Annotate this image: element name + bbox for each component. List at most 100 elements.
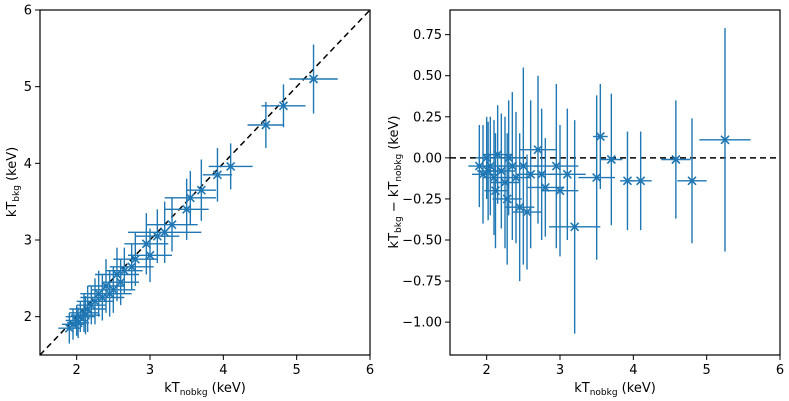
x-marker [570,222,580,232]
x-marker [116,277,126,287]
left-data-point [164,171,216,225]
left-data-point [261,84,306,128]
right-x-tick-label: 4 [629,363,637,378]
left-data-point [247,102,285,148]
left-x-tick-label: 6 [366,363,374,378]
x-marker [515,202,525,212]
left-data-point [128,228,172,283]
x-marker [636,176,646,186]
left-data-points [58,44,338,344]
x-marker [562,169,572,179]
x-marker [551,161,561,171]
left-y-tick-label: 3 [24,234,32,249]
x-marker [278,101,289,111]
x-marker [80,310,91,320]
x-marker [261,120,271,130]
left-x-tick-label: 4 [219,363,227,378]
right-data-point [541,125,579,257]
right-data-point [699,28,751,252]
right-data-point [620,131,635,231]
right-y-tick-label: −0.25 [402,192,442,207]
x-marker [474,161,484,171]
x-marker [622,176,633,186]
right-data-point [519,75,557,224]
left-data-point [289,44,338,114]
right-axes-frame [449,9,781,356]
left-x-tick-label: 5 [293,363,301,378]
right-data-point [490,116,520,249]
x-marker [182,204,192,214]
x-marker [152,231,162,241]
x-marker [507,161,517,171]
right-x-tick-label: 5 [703,363,711,378]
right-data-point [477,121,500,221]
left-y-tick-label: 2 [24,310,32,325]
x-marker [592,173,602,183]
x-marker [160,227,170,237]
right-data-point [505,133,535,282]
right-data-point [492,133,522,265]
x-marker [533,145,543,155]
right-data-points [468,28,751,334]
x-marker [606,154,616,165]
left-data-point [128,201,202,263]
x-marker [490,186,501,196]
x-marker [101,281,111,291]
x-marker [127,262,137,272]
right-x-tick-label: 3 [556,363,564,378]
x-marker [226,161,236,171]
x-marker [185,193,195,203]
right-y-axis-label: kTbkg − kTnobkg (keV) [387,116,404,249]
right-data-point [661,100,691,219]
x-marker [671,154,681,165]
right-y-tick-label: 0.25 [413,110,442,125]
x-marker [196,185,206,195]
x-marker [595,131,605,142]
left-axes-frame [39,9,371,356]
right-data-point [593,83,608,190]
x-marker [212,170,223,180]
x-marker [483,166,493,176]
left-x-ticks: 2 3 4 5 6 [73,355,374,378]
left-data-point [70,295,101,335]
left-y-ticks: 2 3 4 5 6 [24,4,40,325]
right-data-point [497,92,527,240]
right-x-ticks: 2 3 4 5 6 [483,355,784,378]
right-data-point [527,138,564,237]
right-x-axis-label: kTnobkg (keV) [574,381,656,398]
x-marker [537,169,547,179]
x-marker [720,135,730,145]
right-panel: 2 3 4 5 6 0.75 0.50 0.25 0.00 −0.25 −0.50 −0.75 −1.… [387,9,784,398]
x-marker [308,74,319,84]
left-data-point [67,307,90,339]
x-marker [64,323,74,333]
right-data-point [512,154,542,270]
left-y-tick-label: 5 [24,80,32,95]
right-y-tick-label: 0.75 [413,28,442,43]
left-y-axis-label: kTbkg (keV) [5,147,22,217]
right-data-point [468,125,491,208]
left-data-point [106,247,143,294]
x-marker [94,289,104,299]
right-y-tick-label: 0.50 [413,69,442,84]
left-data-point [146,197,198,252]
left-data-point [58,312,81,344]
left-data-point [202,148,233,202]
left-x-tick-label: 3 [146,363,154,378]
right-data-point [523,108,560,240]
x-marker [555,186,565,196]
x-marker [482,153,492,163]
left-y-tick-label: 4 [24,157,32,172]
x-marker [522,207,532,217]
x-marker [496,166,506,176]
right-y-tick-label: 0.00 [413,151,442,166]
left-data-point [164,178,209,240]
right-y-ticks: 0.75 0.50 0.25 0.00 −0.25 −0.50 −0.75 −1.00 [402,28,450,331]
x-marker [167,220,177,230]
left-y-tick-label: 6 [24,4,32,19]
left-x-tick-label: 2 [73,363,81,378]
left-data-point [80,270,117,317]
x-marker [119,266,129,276]
left-data-point [87,259,125,313]
left-data-point [109,243,154,290]
